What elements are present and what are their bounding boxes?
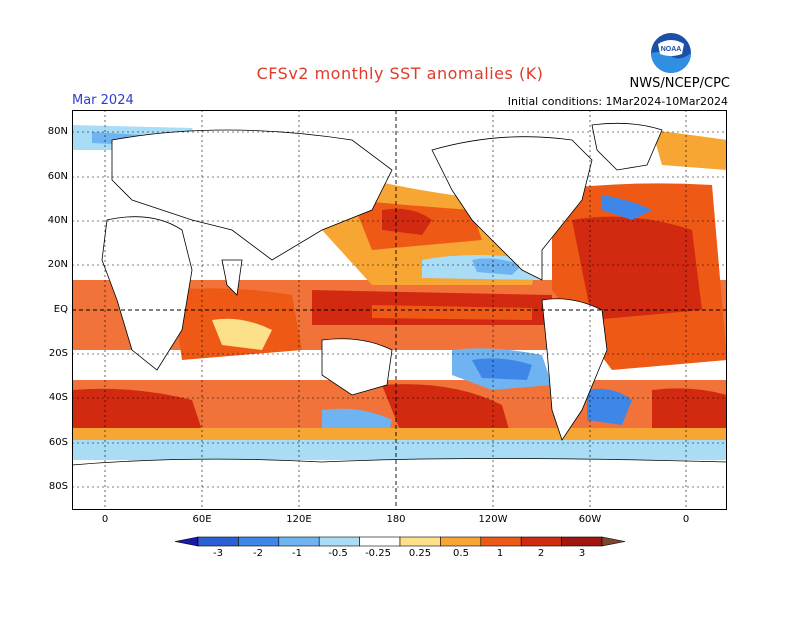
colorbar-segment xyxy=(520,536,562,547)
lon-label-0-east: 0 xyxy=(682,514,690,525)
lon-label-120w: 120W xyxy=(478,514,508,525)
colorbar-segment xyxy=(399,536,441,547)
colorbar-label: 1 xyxy=(496,548,504,559)
lat-label-80n: 80N xyxy=(47,126,68,137)
initial-conditions: Initial conditions: 1Mar2024-10Mar2024 xyxy=(507,95,728,108)
antarctica xyxy=(72,458,727,510)
india xyxy=(221,259,243,296)
colorbar-segment xyxy=(359,536,401,547)
colorbar xyxy=(174,536,626,547)
australia xyxy=(321,338,393,396)
lat-label-60n: 60N xyxy=(47,171,68,182)
colorbar-end-high xyxy=(601,536,626,547)
continents xyxy=(72,122,727,510)
colorbar-label: 3 xyxy=(578,548,586,559)
greenland xyxy=(591,122,663,171)
page-title: CFSv2 monthly SST anomalies (K) xyxy=(256,64,544,83)
colorbar-label: 2 xyxy=(537,548,545,559)
equator-and-dateline xyxy=(72,110,727,510)
south-america xyxy=(541,298,608,441)
lat-label-80s: 80S xyxy=(48,481,68,492)
lon-label-180: 180 xyxy=(386,514,406,525)
colorbar-label: 0.5 xyxy=(453,548,469,559)
lat-label-40s: 40S xyxy=(48,392,68,403)
colorbar-end-low xyxy=(174,536,199,547)
colorbar-label: 0.25 xyxy=(408,548,432,559)
agency-label: NWS/NCEP/CPC xyxy=(629,76,730,91)
lon-label-60e: 60E xyxy=(192,514,212,525)
colorbar-segment xyxy=(561,536,603,547)
colorbar-segment xyxy=(238,536,280,547)
lat-label-60s: 60S xyxy=(48,437,68,448)
lat-label-20n: 20N xyxy=(47,259,68,270)
noaa-logo-text: NOAA xyxy=(661,46,682,53)
lat-label-20s: 20S xyxy=(48,348,68,359)
colorbar-segment xyxy=(197,536,239,547)
colorbar-label: -0.5 xyxy=(328,548,348,559)
colorbar-segment xyxy=(480,536,522,547)
colorbar-segment xyxy=(278,536,320,547)
lon-label-60w: 60W xyxy=(578,514,602,525)
colorbar-label: -2 xyxy=(253,548,263,559)
lat-label-eq: EQ xyxy=(53,304,68,315)
colorbar-segment xyxy=(440,536,482,547)
eurasia xyxy=(111,129,393,261)
colorbar-segment xyxy=(318,536,360,547)
africa xyxy=(101,216,193,371)
noaa-logo-icon: NOAA xyxy=(651,33,691,73)
colorbar-label: -1 xyxy=(292,548,302,559)
lon-label-0: 0 xyxy=(101,514,109,525)
sst-anomaly-map xyxy=(72,110,727,510)
colorbar-label: -3 xyxy=(213,548,223,559)
lat-label-40n: 40N xyxy=(47,215,68,226)
forecast-month: Mar 2024 xyxy=(72,93,134,108)
colorbar-label: -0.25 xyxy=(365,548,391,559)
lon-label-120e: 120E xyxy=(286,514,312,525)
